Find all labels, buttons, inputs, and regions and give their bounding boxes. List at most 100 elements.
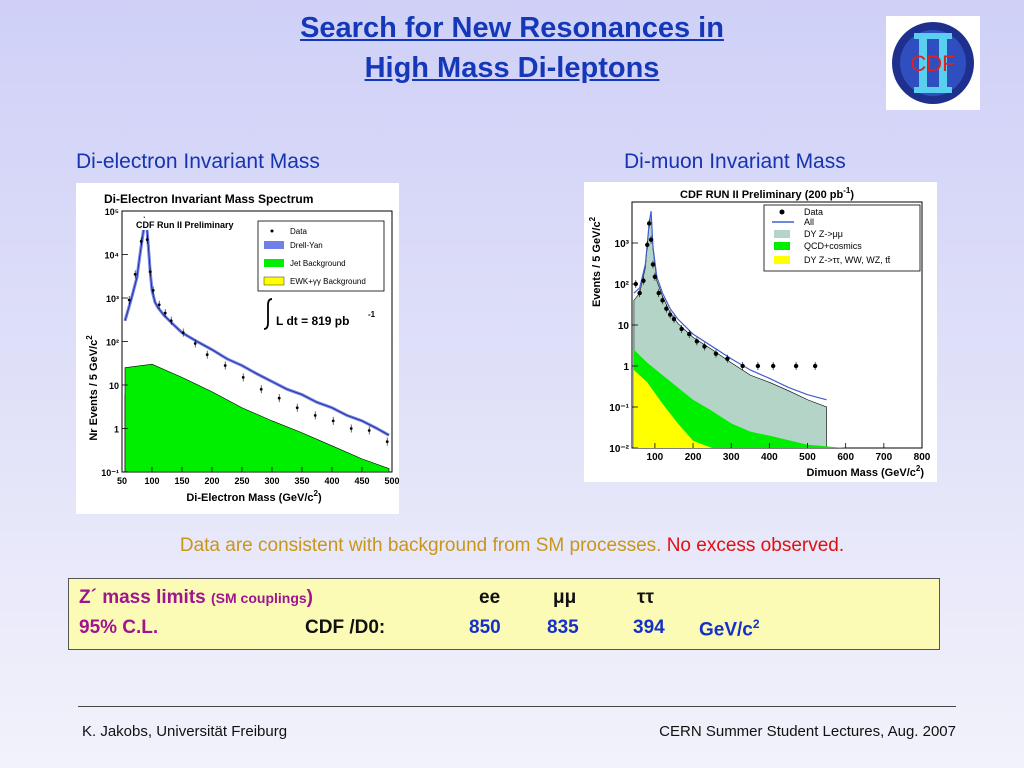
confidence-level: 95% C.L. — [79, 617, 159, 638]
data-point — [687, 331, 692, 337]
data-point — [181, 331, 185, 335]
legend-drell-yan-swatch — [264, 241, 284, 249]
x-axis-title: Dimuon Mass (GeV/c2) — [806, 464, 924, 479]
data-point — [740, 363, 745, 369]
luminosity-text: L dt = 819 pb — [276, 314, 349, 328]
data-point — [694, 339, 700, 344]
data-point — [277, 396, 281, 400]
data-point — [793, 363, 799, 369]
x-tick-label: 100 — [144, 476, 159, 486]
data-point — [385, 440, 389, 443]
data-point — [259, 387, 263, 391]
data-point — [313, 414, 317, 417]
qcd-histogram — [633, 349, 919, 448]
data-point — [127, 298, 131, 302]
data-point — [205, 353, 209, 356]
dielectron-chart-panel: Di-Electron Invariant Mass Spectrum 50 10… — [76, 183, 400, 514]
data-point — [671, 316, 677, 322]
legend-qcd-swatch — [774, 242, 790, 250]
y-axis-ticks: 10⁻¹ 1 10 10² 10³ 10⁴ 10⁵ — [101, 207, 128, 478]
data-point — [725, 356, 730, 361]
data-point — [755, 363, 761, 369]
dielectron-chart: Di-Electron Invariant Mass Spectrum 50 10… — [85, 192, 400, 504]
data-point — [169, 319, 173, 323]
chart-title: CDF RUN II Preliminary (200 pb-1) — [680, 186, 854, 201]
data-point — [193, 342, 197, 345]
luminosity-sup: -1 — [368, 310, 376, 319]
data-point — [713, 351, 719, 356]
data-point — [650, 262, 656, 267]
x-tick-label: 500 — [799, 452, 816, 463]
x-tick-label: 300 — [264, 476, 279, 486]
qcd-area — [633, 349, 919, 448]
data-point — [641, 278, 646, 283]
legend-data-label: Data — [804, 207, 823, 217]
data-point — [770, 363, 776, 369]
y-tick-label: 10² — [106, 338, 119, 348]
data-point — [648, 237, 654, 242]
data-point — [652, 274, 658, 279]
legend-tautau-swatch — [774, 256, 790, 264]
x-tick-label: 450 — [354, 476, 369, 486]
data-point — [157, 303, 161, 307]
data-point — [660, 298, 665, 303]
data-point — [812, 363, 818, 369]
legend-dy-mumu-label: DY Z->μμ — [804, 229, 843, 239]
x-tick-label: 500 — [384, 476, 399, 486]
footer-divider — [78, 706, 956, 707]
x-tick-label: 200 — [204, 476, 219, 486]
data-point — [656, 290, 661, 296]
cdf-logo-graphic: CDF — [892, 22, 974, 104]
data-point — [163, 311, 167, 315]
data-point — [645, 242, 650, 248]
footer-event: CERN Summer Student Lectures, Aug. 2007 — [659, 723, 956, 740]
x-tick-label: 700 — [875, 452, 892, 463]
legend-data-label: Data — [290, 227, 307, 236]
data-point — [646, 221, 652, 226]
legend-data-marker — [270, 229, 274, 233]
plot-area: 50 100 150 200 250 300 350 400 450 500 10⁻¹ 1 10 10²… — [101, 207, 399, 486]
dy-tautau-histogram — [633, 369, 713, 448]
x-tick-label: 250 — [234, 476, 249, 486]
data-point — [331, 419, 335, 423]
x-tick-label: 300 — [723, 452, 740, 463]
x-tick-label: 100 — [647, 452, 664, 463]
data-point — [667, 312, 673, 317]
y-tick-label: 10 — [109, 381, 119, 391]
left-plot-heading: Di-electron Invariant Mass — [76, 150, 320, 173]
data-point — [223, 364, 227, 367]
slide-title: Search for New Resonances in High Mass D… — [0, 8, 1024, 88]
col-ee: ee — [479, 587, 501, 608]
x-axis-title: Di-Electron Mass (GeV/c2) — [186, 489, 322, 504]
chart-subtitle: CDF Run II Preliminary — [136, 220, 234, 230]
col-tautau: ττ — [637, 587, 654, 608]
y-tick-label: 1 — [114, 425, 119, 435]
conclusion-message: Data are consistent with background from… — [0, 535, 1024, 557]
cdf-logo: CDF — [886, 16, 980, 110]
data-point — [367, 429, 371, 432]
data-point — [145, 238, 149, 242]
legend: Data All DY Z->μμ QCD+cosmics DY Z->ττ, … — [763, 204, 921, 272]
conclusion-main: Data are consistent with background from… — [179, 535, 662, 556]
y-tick-label: 10³ — [106, 294, 119, 304]
legend-qcd-label: QCD+cosmics — [804, 241, 862, 251]
all-line — [633, 211, 827, 401]
y-tick-label: 10⁻¹ — [609, 403, 629, 414]
x-tick-label: 400 — [761, 452, 778, 463]
limit-mumu: 835 — [547, 617, 579, 638]
data-point — [151, 288, 155, 292]
x-tick-label: 400 — [324, 476, 339, 486]
x-axis-ticks: 50 100 150 200 250 300 350 400 450 500 — [117, 467, 400, 486]
legend-dy-mumu-swatch — [774, 230, 790, 238]
x-axis-ticks: 100 200 300 400 500 600 700 800 — [647, 443, 931, 463]
y-tick-label: 10⁻¹ — [101, 468, 119, 478]
slide-title-line2: High Mass Di-leptons — [364, 52, 660, 84]
x-tick-label: 800 — [914, 452, 931, 463]
y-axis-ticks: 10⁻² 10⁻¹ 1 10 10² 10³ — [609, 239, 638, 455]
x-tick-label: 50 — [117, 476, 127, 486]
limits-label: Z´ mass limits (SM couplings) — [79, 587, 313, 608]
y-tick-label: 10² — [615, 280, 630, 291]
x-tick-label: 600 — [837, 452, 854, 463]
data-points — [633, 219, 818, 370]
legend-jet-swatch — [264, 259, 284, 267]
